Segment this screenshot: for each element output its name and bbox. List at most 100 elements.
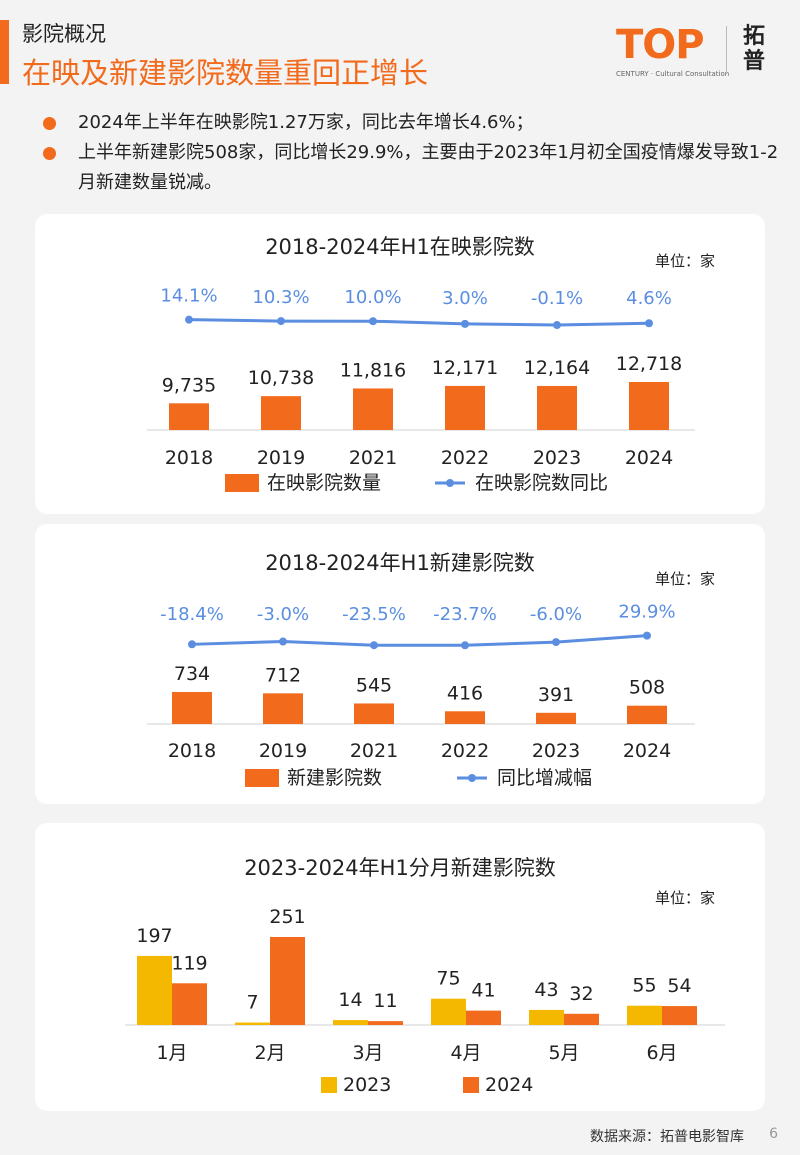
chart-title: 2018-2024年H1新建影院数 xyxy=(265,551,535,575)
x-tick-label: 2024 xyxy=(625,447,673,469)
series-line xyxy=(191,634,648,647)
line-point xyxy=(461,641,469,650)
line-value-label: 10.3% xyxy=(252,287,309,308)
line-value-label: -23.5% xyxy=(342,604,406,625)
line-value-label: -0.1% xyxy=(531,288,583,309)
line-point xyxy=(553,321,561,330)
bullet-dot-icon xyxy=(43,147,56,160)
bar-value-label: 712 xyxy=(265,664,301,686)
x-tick-label: 2019 xyxy=(257,447,305,469)
bar xyxy=(629,382,669,430)
bar-2023 xyxy=(137,955,172,1025)
bar-value-label-2023: 55 xyxy=(632,975,656,997)
legend-bar-swatch xyxy=(225,474,259,492)
x-tick-label: 2022 xyxy=(441,740,489,762)
legend-2024-label: 2024 xyxy=(485,1074,533,1096)
bar-2024 xyxy=(270,937,305,1025)
legend-2023-label: 2023 xyxy=(343,1074,391,1096)
series-line xyxy=(188,318,650,327)
line-value-label: 14.1% xyxy=(160,286,217,307)
bar-2023 xyxy=(431,998,466,1025)
x-tick-label: 2019 xyxy=(259,740,307,762)
bullet-text: 上半年新建影院508家，同比增长29.9%，主要由于2023年1月初全国疫情爆发… xyxy=(78,142,779,193)
bar-2023 xyxy=(529,1009,564,1025)
bar-value-label: 10,738 xyxy=(248,367,314,389)
bar-value-label-2023: 7 xyxy=(246,992,258,1014)
bar xyxy=(261,396,301,430)
brand-logo: TOP CENTURY · Cultural Consultation 拓 普 xyxy=(616,20,776,84)
line-point xyxy=(552,638,560,647)
bar-value-label-2024: 54 xyxy=(667,975,691,997)
bar xyxy=(353,388,393,430)
line-value-label: -23.7% xyxy=(433,604,497,625)
bar xyxy=(172,692,212,724)
line-value-label: -6.0% xyxy=(530,604,582,625)
bar-2024 xyxy=(564,1013,599,1025)
line-value-label: -3.0% xyxy=(257,604,309,625)
bar-value-label-2024: 11 xyxy=(373,990,397,1012)
page-headline: 在映及新建影院数量重回正增长 xyxy=(22,56,429,90)
line-point xyxy=(369,317,377,326)
logo-wordmark: TOP xyxy=(616,22,705,68)
bar xyxy=(445,385,485,430)
bar-value-label: 9,735 xyxy=(162,374,216,396)
data-source: 数据来源：拓普电影智库 xyxy=(590,1129,744,1145)
line-point xyxy=(370,641,378,650)
bar-2024 xyxy=(368,1021,403,1025)
line-point xyxy=(643,631,651,640)
bar xyxy=(169,403,209,430)
bar-value-label: 12,718 xyxy=(616,353,682,375)
x-tick-label: 2024 xyxy=(623,740,671,762)
legend-bar-label: 在映影院数量 xyxy=(267,472,381,494)
bar-value-label: 11,816 xyxy=(340,359,406,381)
summary-bullets: 2024年上半年在映影院1.27万家，同比去年增长4.6%； 上半年新建影院50… xyxy=(40,108,780,198)
x-tick-label: 2023 xyxy=(532,740,580,762)
bullet-text: 2024年上半年在映影院1.27万家，同比去年增长4.6%； xyxy=(78,112,534,133)
x-tick-label: 6月 xyxy=(646,1042,677,1064)
line-point xyxy=(188,640,196,649)
legend-bar-swatch xyxy=(245,769,279,787)
line-value-label: 10.0% xyxy=(344,287,401,308)
line-point xyxy=(461,319,469,328)
x-tick-label: 3月 xyxy=(352,1042,383,1064)
bar xyxy=(263,693,303,724)
unit-label: 单位：家 xyxy=(655,570,715,588)
legend-2024-swatch xyxy=(463,1077,479,1093)
line-value-label: -18.4% xyxy=(160,604,224,625)
chart-title: 2023-2024年H1分月新建影院数 xyxy=(244,856,556,880)
line-value-label: 29.9% xyxy=(618,602,675,623)
unit-label: 单位：家 xyxy=(655,252,715,270)
bar-value-label: 508 xyxy=(629,677,665,699)
x-tick-label: 2018 xyxy=(165,447,213,469)
legend-bar-label: 新建影院数 xyxy=(287,767,382,789)
bar-value-label-2024: 251 xyxy=(269,906,305,928)
chart-card-new-cinemas: 2018-2024年H1新建影院数 单位：家 734 2018 712 2019 545 20… xyxy=(35,524,765,804)
line-value-label: 4.6% xyxy=(626,288,672,309)
logo-chinese-line2: 普 xyxy=(742,49,765,74)
x-tick-label: 4月 xyxy=(450,1042,481,1064)
x-tick-label: 2018 xyxy=(168,740,216,762)
bar xyxy=(537,385,577,430)
bar xyxy=(445,711,485,724)
bar-2023 xyxy=(627,1005,662,1025)
page-number: 6 xyxy=(769,1126,778,1142)
bar-value-label: 734 xyxy=(174,663,210,685)
bullet-item: 2024年上半年在映影院1.27万家，同比去年增长4.6%； xyxy=(40,108,780,138)
logo-subtitle: CENTURY · Cultural Consultation xyxy=(616,70,730,78)
bar-2023 xyxy=(333,1020,368,1025)
bar-value-label-2023: 14 xyxy=(338,989,362,1011)
legend-line-marker xyxy=(468,774,476,782)
line-value-label: 3.0% xyxy=(442,288,488,309)
chart-card-monthly-new-cinemas: 2023-2024年H1分月新建影院数 单位：家 197 119 1月 7 251 2月 14 1… xyxy=(35,823,765,1111)
x-tick-label: 2023 xyxy=(533,447,581,469)
header-accent-bar xyxy=(0,20,9,84)
line-point xyxy=(185,315,193,324)
x-tick-label: 2022 xyxy=(441,447,489,469)
x-tick-label: 2021 xyxy=(350,740,398,762)
bar-value-label-2024: 32 xyxy=(569,983,593,1005)
legend-line-marker xyxy=(446,479,454,487)
bar-value-label: 12,171 xyxy=(432,357,498,379)
bar-value-label-2024: 119 xyxy=(171,952,207,974)
